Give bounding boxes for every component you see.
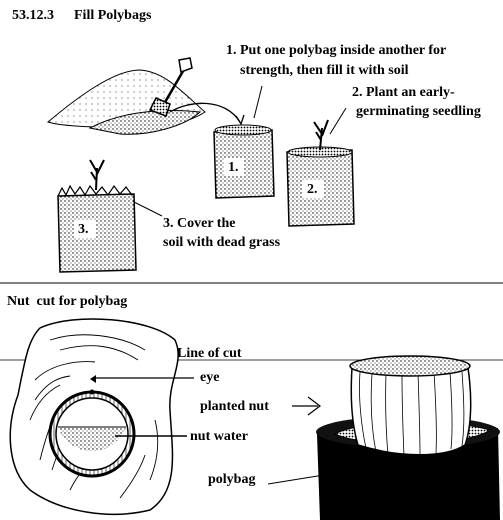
step2-pointer bbox=[329, 107, 347, 135]
bag2-badge: 2. bbox=[307, 182, 318, 197]
eye-label: eye bbox=[200, 370, 220, 385]
step2-line1: 2. Plant an early- bbox=[352, 85, 455, 100]
nut-cross-section bbox=[9, 318, 179, 515]
planted-polybag bbox=[316, 355, 500, 520]
heap-to-bag-arrow bbox=[169, 102, 241, 123]
step1-line1: 1. Put one polybag inside another for bbox=[226, 43, 447, 58]
polybag-2 bbox=[286, 146, 355, 227]
line-of-cut-label: Line of cut bbox=[177, 346, 242, 361]
shovel bbox=[148, 57, 193, 117]
bag1-badge: 1. bbox=[228, 160, 239, 175]
step3-pointer bbox=[133, 201, 163, 217]
section-number: 53.12.3 bbox=[12, 8, 54, 23]
polybag-label: polybag bbox=[208, 472, 256, 487]
step2-line2: germinating seedling bbox=[356, 104, 481, 119]
polybag-1 bbox=[213, 124, 275, 199]
step1-line2: strength, then fill it with soil bbox=[240, 63, 409, 78]
step3-line2: soil with dead grass bbox=[163, 235, 281, 250]
seedling-2 bbox=[313, 119, 329, 151]
bag3-badge: 3. bbox=[78, 222, 89, 237]
step3-line1: 3. Cover the bbox=[163, 216, 236, 231]
seedling-3 bbox=[89, 159, 105, 191]
step1-pointer bbox=[253, 85, 263, 119]
planted-nut-label: planted nut bbox=[200, 399, 269, 414]
dead-grass bbox=[57, 184, 135, 197]
nut-section-title: Nut cut for polybag bbox=[7, 294, 128, 309]
polybag-pointer bbox=[267, 473, 331, 485]
eye-arrowhead bbox=[90, 375, 96, 383]
planted-nut-arrow bbox=[292, 396, 321, 416]
section-title: Fill Polybags bbox=[74, 8, 152, 23]
soil-heap bbox=[46, 69, 206, 135]
polybag-3 bbox=[57, 193, 137, 273]
arrowhead bbox=[235, 114, 245, 126]
nut-water-label: nut water bbox=[190, 429, 248, 444]
